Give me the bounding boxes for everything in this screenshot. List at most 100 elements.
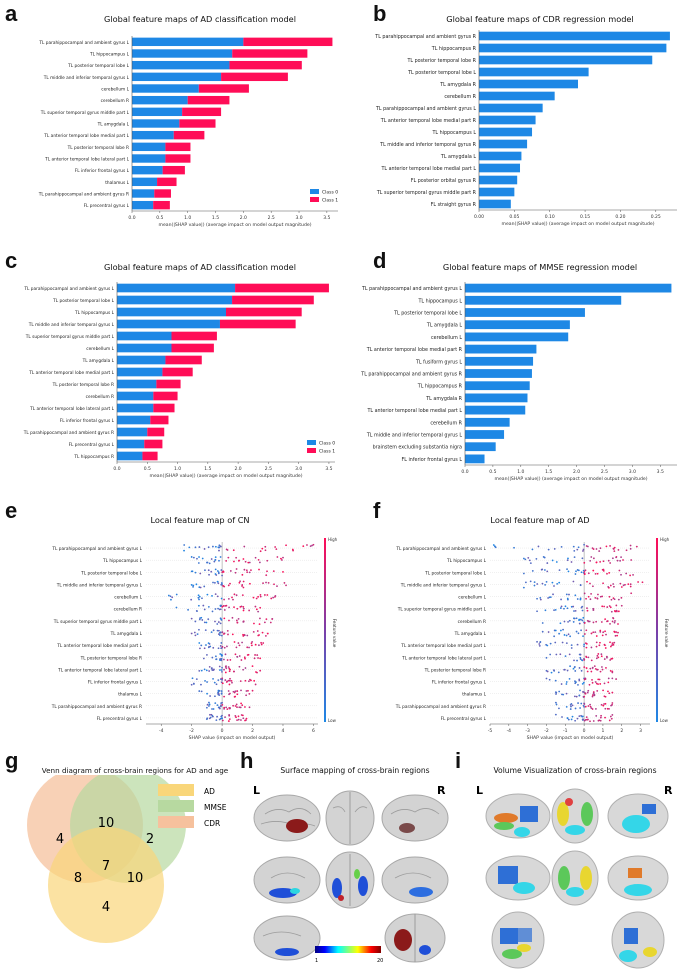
scatter-point bbox=[218, 694, 221, 697]
bar-class0 bbox=[117, 355, 166, 365]
scatter-point bbox=[245, 717, 248, 720]
scatter-point bbox=[227, 679, 230, 682]
venn-all: 7 bbox=[102, 859, 110, 874]
tick-label-y: TL middle and inferior temporal gyrus R bbox=[379, 142, 477, 148]
tick-label-y: cerebellum R bbox=[444, 94, 476, 100]
tick-label-y: TL anterior temporal lobe lateral part L bbox=[44, 157, 129, 163]
scatter-point bbox=[589, 559, 592, 562]
scatter-point bbox=[210, 631, 213, 634]
scatter-point bbox=[226, 708, 229, 710]
x-axis-label: mean(|SHAP value|) (average impact on mo… bbox=[150, 473, 303, 479]
scatter-point bbox=[204, 679, 206, 682]
scatter-point bbox=[583, 621, 586, 624]
bar-class1 bbox=[235, 283, 329, 293]
scatter-point bbox=[597, 719, 600, 722]
scatter-point bbox=[546, 562, 549, 564]
scatter-point bbox=[229, 582, 231, 585]
bar-class1 bbox=[232, 49, 308, 58]
surface-brain-mid-center bbox=[325, 851, 375, 909]
scatter-point bbox=[624, 583, 626, 586]
tick-label-y: FL inferior frontal gyrus L bbox=[88, 680, 143, 686]
bar-class1 bbox=[162, 165, 185, 175]
scatter-point bbox=[220, 569, 223, 571]
scatter-point bbox=[572, 621, 575, 623]
scatter-point bbox=[274, 546, 277, 548]
scatter-point bbox=[576, 643, 579, 646]
venn-diagram: 4 2 4 10 8 10 7 AD MMSE CDR bbox=[27, 775, 227, 943]
scatter-point bbox=[551, 559, 554, 562]
scatter-point bbox=[259, 606, 262, 609]
scatter-point bbox=[191, 677, 194, 680]
chart-f: TL parahippocampal and ambient gyrus L TL… bbox=[395, 537, 670, 741]
scatter-point bbox=[243, 568, 246, 571]
scatter-point bbox=[198, 642, 201, 644]
tick-label-x: 3 bbox=[639, 728, 642, 734]
scatter-point bbox=[231, 681, 233, 684]
scatter-point bbox=[248, 561, 251, 564]
surface-left-label: L bbox=[253, 784, 260, 797]
scatter-point bbox=[247, 653, 250, 656]
scatter-point bbox=[195, 678, 198, 681]
bar-class0 bbox=[117, 367, 163, 377]
scatter-point bbox=[198, 618, 201, 621]
scatter-point bbox=[544, 609, 547, 612]
scatter-point bbox=[218, 608, 221, 611]
scatter-point bbox=[232, 690, 235, 693]
scatter-point bbox=[589, 720, 591, 723]
scatter-point bbox=[214, 568, 217, 571]
scatter-point bbox=[231, 596, 233, 599]
scatter-point bbox=[625, 549, 628, 552]
scatter-point bbox=[565, 692, 568, 695]
scatter-point bbox=[541, 582, 544, 585]
scatter-point bbox=[602, 569, 605, 572]
scatter-point bbox=[565, 634, 568, 637]
scatter-point bbox=[214, 556, 217, 559]
scatter-point bbox=[601, 595, 604, 598]
scatter-point bbox=[242, 635, 245, 637]
tick-label-y: TL parahippocampal and ambient gyrus R bbox=[374, 34, 476, 40]
scatter-point bbox=[582, 718, 585, 721]
bar-class1 bbox=[182, 107, 222, 117]
scatter-point bbox=[203, 608, 206, 611]
scatter-point bbox=[549, 642, 552, 645]
tick-label-y: thalamus L bbox=[118, 692, 142, 698]
tick-label-y: TL parahippocampal and ambient gyrus L bbox=[375, 106, 476, 112]
scatter-point bbox=[616, 610, 618, 613]
bar bbox=[465, 442, 496, 452]
scatter-point bbox=[239, 680, 242, 683]
scatter-point bbox=[554, 608, 557, 611]
scatter-point bbox=[252, 630, 255, 633]
scatter-point bbox=[622, 559, 624, 561]
scatter-point bbox=[565, 593, 568, 596]
scatter-point bbox=[194, 634, 197, 637]
scatter-point bbox=[200, 644, 203, 647]
scatter-point bbox=[220, 597, 223, 600]
bar-class1 bbox=[173, 130, 205, 140]
scatter-point bbox=[598, 644, 601, 647]
scatter-point bbox=[209, 695, 211, 697]
scatter-point bbox=[285, 544, 287, 547]
scatter-point bbox=[209, 713, 211, 716]
scatter-point bbox=[194, 620, 197, 623]
scatter-point bbox=[241, 704, 244, 707]
scatter-point bbox=[223, 646, 226, 649]
scatter-point bbox=[529, 562, 532, 565]
scatter-point bbox=[259, 657, 262, 660]
tick-label-y: TL parahippocampal and ambient gyrus L bbox=[38, 40, 129, 46]
scatter-point bbox=[220, 659, 223, 662]
scatter-point bbox=[248, 582, 251, 585]
scatter-point bbox=[220, 669, 223, 671]
tick-label-y: TL middle and inferior temporal gyrus L bbox=[56, 582, 143, 588]
bar bbox=[479, 43, 667, 53]
scatter-point bbox=[248, 692, 251, 695]
scatter-point bbox=[211, 595, 213, 597]
panel-label-d: d bbox=[373, 248, 387, 273]
bar bbox=[479, 139, 528, 149]
scatter-point bbox=[613, 585, 615, 588]
scatter-point bbox=[197, 604, 200, 607]
scatter-point bbox=[555, 561, 558, 563]
scatter-point bbox=[306, 544, 308, 546]
colorbar bbox=[656, 538, 658, 722]
scatter-point bbox=[562, 693, 565, 696]
bar-class0 bbox=[132, 37, 244, 47]
